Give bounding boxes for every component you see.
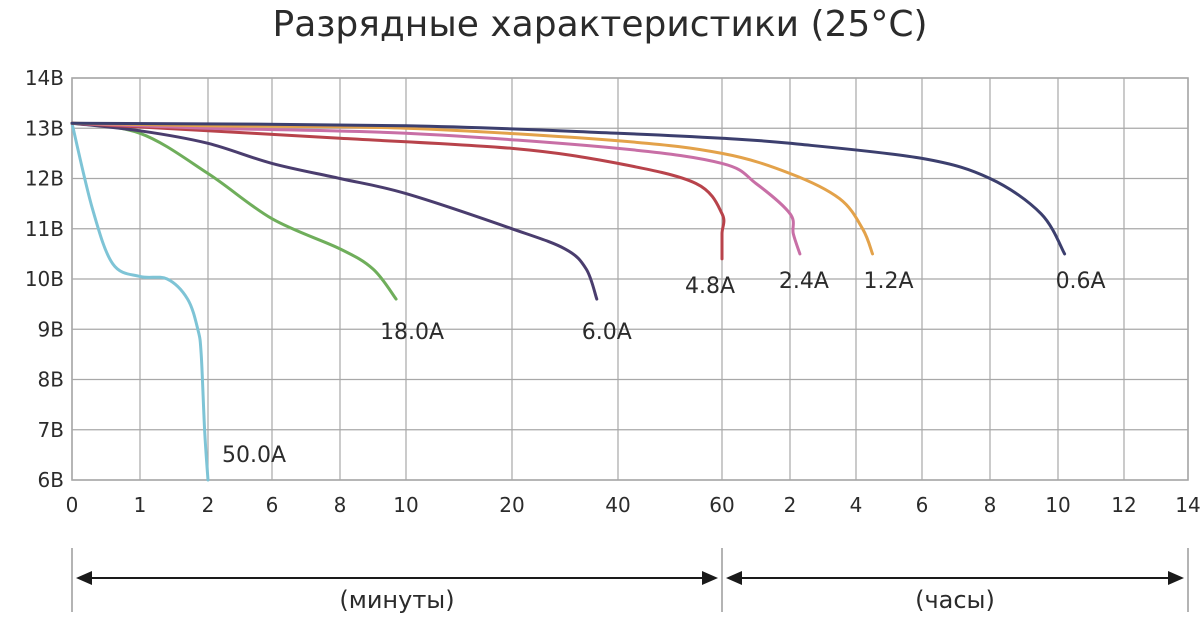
x-tick-label: 10 [393, 493, 418, 517]
hours-arrow-head-right [1168, 571, 1184, 585]
series-label: 1.2A [863, 269, 913, 294]
x-tick-label: 6 [266, 493, 279, 517]
series-label: 50.0A [222, 443, 286, 468]
hours-band-label: (часы) [915, 586, 995, 614]
series-label: 0.6A [1056, 269, 1106, 294]
series-line-50_0A [70, 121, 210, 482]
x-tick-label: 2 [784, 493, 797, 517]
y-tick-label: 7В [38, 418, 64, 442]
x-tick-label: 1 [134, 493, 147, 517]
x-tick-label: 20 [499, 493, 524, 517]
series-line-1_2A [70, 121, 874, 256]
x-tick-label: 60 [709, 493, 734, 517]
minutes-band-label: (минуты) [339, 586, 454, 614]
series-line-6_0A [70, 121, 599, 301]
x-tick-label: 6 [916, 493, 929, 517]
series-line-18_0A [70, 121, 398, 301]
series-line-4_8A [70, 121, 726, 261]
series-label: 2.4A [779, 269, 829, 294]
y-tick-label: 13В [25, 116, 64, 140]
series-line-2_4A [70, 121, 802, 256]
x-tick-label: 40 [605, 493, 630, 517]
x-tick-label: 4 [850, 493, 863, 517]
hours-arrow-head-left [726, 571, 742, 585]
y-tick-label: 10В [25, 267, 64, 291]
chart-title: Разрядные характеристики (25°C) [272, 4, 928, 45]
series-label: 18.0A [380, 320, 444, 345]
y-tick-label: 9В [38, 317, 64, 341]
x-tick-label: 8 [984, 493, 997, 517]
y-tick-label: 11В [25, 217, 64, 241]
series-label: 6.0A [582, 320, 632, 345]
y-tick-label: 8В [38, 368, 64, 392]
x-tick-label: 12 [1111, 493, 1136, 517]
x-tick-label: 8 [334, 493, 347, 517]
series-label: 4.8A [685, 274, 735, 299]
x-tick-label: 10 [1045, 493, 1070, 517]
x-tick-label: 2 [202, 493, 215, 517]
y-tick-label: 12В [25, 167, 64, 191]
minutes-arrow-head-left [76, 571, 92, 585]
x-tick-label: 14 [1175, 493, 1200, 517]
y-tick-label: 14В [25, 66, 64, 90]
x-tick-label: 0 [66, 493, 79, 517]
minutes-arrow-head-right [702, 571, 718, 585]
series-line-0_6A [70, 121, 1067, 256]
y-tick-label: 6В [38, 468, 64, 492]
